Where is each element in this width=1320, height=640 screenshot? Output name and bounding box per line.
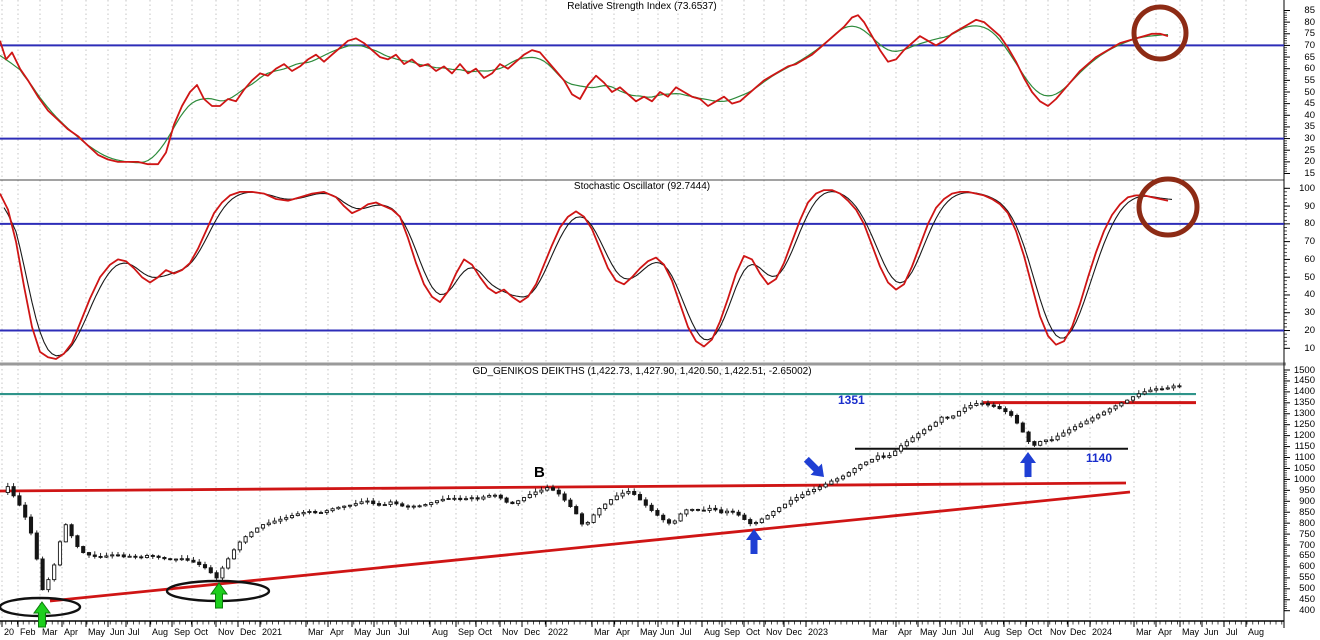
resistance-level-label: 1351	[838, 393, 865, 407]
x-axis-month-label: Apr	[330, 627, 345, 637]
x-axis-month-label: Aug	[984, 627, 1001, 637]
x-axis-month-label: Dec	[786, 627, 803, 637]
x-axis-month-label: 2024	[1092, 627, 1113, 637]
breakout-point-label: B	[534, 464, 545, 481]
x-axis-month-label: Apr	[898, 627, 913, 637]
x-axis-month-label: Aug	[704, 627, 721, 637]
x-axis-month-label: Mar	[42, 627, 58, 637]
x-axis-month-label: May	[354, 627, 372, 637]
x-axis-month-label: Aug	[152, 627, 169, 637]
x-axis-month-label: May	[1182, 627, 1200, 637]
support-level-label: 1140	[1086, 451, 1113, 465]
x-axis-month-label: Sep	[724, 627, 741, 637]
x-axis-month-label: Jul	[1226, 627, 1238, 637]
x-axis-month-label: 2023	[808, 627, 829, 637]
x-axis-month-label: Aug	[432, 627, 449, 637]
x-axis-month-label: Feb	[20, 627, 36, 637]
highlight-circle	[1136, 176, 1200, 238]
x-axis-month-label: Jul	[962, 627, 974, 637]
x-axis-month-label: Apr	[64, 627, 79, 637]
x-axis-month-label: Jul	[128, 627, 140, 637]
green-up-arrow	[33, 601, 51, 628]
blue-diagonal-arrow	[803, 456, 824, 477]
x-axis-month-label: Jun	[376, 627, 391, 637]
x-axis-month-label: Nov	[502, 627, 519, 637]
x-axis-month-label: Jul	[398, 627, 410, 637]
x-axis-month-label: May	[640, 627, 658, 637]
x-axis-month-label: Dec	[240, 627, 257, 637]
x-axis-month-label: Dec	[524, 627, 541, 637]
highlight-circle	[1131, 4, 1189, 62]
x-axis-month-label: Jun	[110, 627, 125, 637]
x-axis-month-label: May	[88, 627, 106, 637]
x-axis-month-label: Oct	[746, 627, 761, 637]
x-axis-month-label: Nov	[218, 627, 235, 637]
x-axis-month-label: Nov	[766, 627, 783, 637]
x-axis-month-label: Dec	[1070, 627, 1087, 637]
x-axis-month-label: Aug	[1248, 627, 1265, 637]
rsi-panel-title: Relative Strength Index (73.6537)	[567, 1, 717, 12]
x-axis-month-label: Mar	[594, 627, 610, 637]
x-axis-month-label: May	[920, 627, 938, 637]
x-axis-month-label: Oct	[1028, 627, 1043, 637]
blue-up-arrow	[1020, 452, 1036, 477]
x-axis-month-label: Mar	[308, 627, 324, 637]
green-up-arrow	[210, 582, 228, 609]
x-axis-month-label: Jun	[1204, 627, 1219, 637]
stochastic-panel-title: Stochastic Oscillator (92.7444)	[573, 181, 711, 192]
x-axis-month-label: Jul	[680, 627, 692, 637]
x-axis-month-label: Jun	[660, 627, 675, 637]
x-axis-month-label: Mar	[872, 627, 888, 637]
x-axis-month-label: 20	[4, 627, 15, 637]
x-axis-month-label: Apr	[1158, 627, 1173, 637]
blue-up-arrow	[746, 529, 762, 554]
x-axis-month-label: Oct	[194, 627, 209, 637]
x-axis-month-label: Oct	[478, 627, 493, 637]
x-axis-month-label: Apr	[616, 627, 631, 637]
x-axis-month-label: Sep	[174, 627, 191, 637]
price-panel-title: GD_GENIKOS DEIKTHS (1,422.73, 1,427.90, …	[472, 366, 812, 377]
time-axis-labels: 20 Feb Mar Apr May Jun Jul Aug Sep Oct Nov Dec 2021 M…	[0, 627, 1320, 640]
x-axis-month-label: Sep	[458, 627, 475, 637]
x-axis-month-label: Nov	[1050, 627, 1067, 637]
x-axis-month-label: 2022	[548, 627, 569, 637]
x-axis-month-label: Mar	[1136, 627, 1152, 637]
x-axis-month-label: Sep	[1006, 627, 1023, 637]
x-axis-month-label: Jun	[942, 627, 957, 637]
x-axis-month-label: 2021	[262, 627, 283, 637]
